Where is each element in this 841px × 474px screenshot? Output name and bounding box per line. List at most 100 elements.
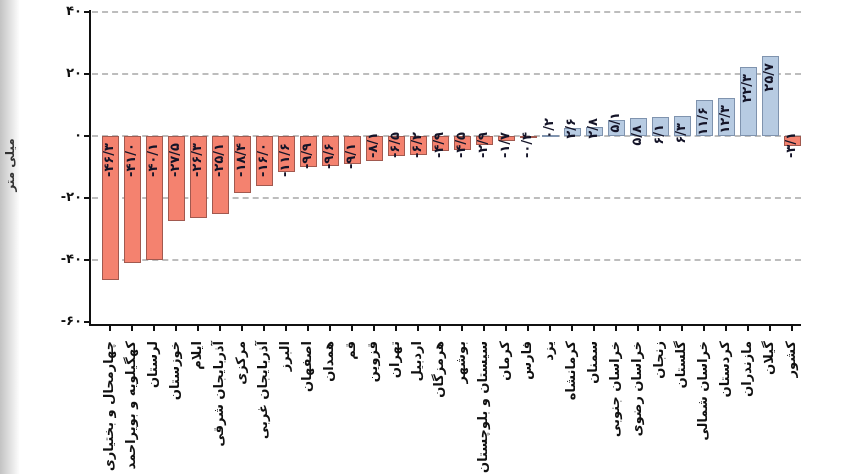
x-axis-tick-mark [571,325,573,331]
x-axis-label-text: سیستان و بلوچستان [476,341,491,473]
x-axis-label-text: چهارمحال و بختیاری [102,341,117,472]
x-axis-label-text: همدان [322,341,337,382]
gridline [92,197,801,199]
x-axis-label-text: مازندران [740,341,755,397]
bar-value-text: -۲۵/۱ [212,143,227,177]
bar-value-text: -۹/۱ [344,143,359,170]
bar-value-text: -۴۰/۱ [146,143,161,177]
x-axis-label-text: قزوین [366,341,381,383]
x-axis-tick-mark [791,325,793,331]
bar [541,135,559,138]
x-axis-label-text: فارس [520,341,535,380]
bar [563,127,581,136]
bar-value-text: -۴۶/۳ [102,143,117,177]
bar [475,136,493,145]
bar-value-text: ۱۲/۳ [718,104,733,134]
y-axis-title: میلی متر [3,138,17,192]
bar [167,136,185,222]
bar [365,136,383,162]
bar-value-text: -۱۸/۴ [234,143,249,177]
y-axis-tick-label: ۴۰ [66,4,82,19]
x-axis-label-text: یزد [542,341,557,361]
y-axis-tick-label: -۲۰ [60,190,82,205]
bar [783,136,801,146]
bar-value-text: -۲/۹ [476,132,491,159]
bar [453,136,471,150]
bar-value-text: -۱/۷ [498,132,513,159]
x-axis-tick-mark [703,325,705,331]
bar-value-text: ۰/۲ [542,118,557,139]
x-axis-label-text: کردستان [718,341,733,398]
bar [101,136,119,280]
x-axis-tick-mark [197,325,199,331]
y-axis-tick-label: -۶۰ [60,314,82,329]
y-axis-tick-label: ۰ [74,128,82,143]
y-axis-tick-label: ۲۰ [66,66,82,81]
bar [651,117,669,136]
y-axis-tick-mark [84,11,90,13]
x-axis-tick-mark [131,325,133,331]
x-axis-line [89,324,801,326]
x-axis-label-text: ایلام [190,341,205,370]
gridline [92,11,801,13]
bar-value-text: -۸/۱ [366,132,381,159]
y-axis-line [89,10,91,325]
bar-value-text: ۲/۸ [586,118,601,139]
bar-value-text: -۱۶/۰ [256,143,271,177]
x-axis-tick-mark [637,325,639,331]
bar-value-text: ۵/۸ [630,125,645,146]
bar [123,136,141,264]
bar-value-text: -۰/۴ [520,132,535,159]
bar-value-text: ۵/۱ [608,112,623,133]
x-axis-tick-mark [461,325,463,331]
bar-value-text: ۶/۱ [652,124,667,145]
x-axis-label-text: البرز [278,341,293,372]
scan-shadow [0,0,20,474]
bar-value-text: -۴۱/۰ [124,143,139,177]
y-axis-tick-mark [84,259,90,261]
bar [233,136,251,194]
bar-value-text: -۹/۶ [322,143,337,170]
bar-value-text: -۱۱/۶ [278,143,293,177]
gridline [92,73,801,75]
gridline [92,259,801,261]
bar [739,66,757,136]
bar [717,97,735,136]
x-axis-label-text: تهران [388,341,403,379]
y-axis-tick-label: -۴۰ [60,252,82,267]
bar [431,136,449,152]
x-axis-label-text: آذربایجان غربی [256,341,271,440]
x-axis-label-text: کرمانشاه [564,341,579,401]
bar [321,136,339,166]
x-axis-label-text: سمنان [586,341,601,384]
bar-value-text: -۳/۱ [784,132,799,159]
x-axis-tick-mark [395,325,397,331]
y-axis-tick-mark [84,73,90,75]
x-axis-label-text: قم [344,341,359,360]
x-axis-tick-mark [153,325,155,331]
x-axis-label-text: خراسان شمالی [696,341,711,441]
x-axis-label-text: لرستان [146,341,161,389]
bar [277,136,295,172]
bar-value-text: -۶/۵ [388,132,403,159]
bar [189,136,207,218]
bar [255,136,273,186]
x-axis-label-text: آذربایجان شرقی [212,341,227,447]
y-axis-tick-mark [84,197,90,199]
x-axis-tick-mark [615,325,617,331]
x-axis-tick-mark [373,325,375,331]
bar-value-text: -۶/۲ [410,132,425,159]
x-axis-label-text: بوشهر [454,341,469,384]
bar-value-text: ۲۲/۳ [740,73,755,103]
bar-value-text: -۲۶/۳ [190,143,205,177]
bar [607,120,625,136]
x-axis-label-text: کشور [784,341,799,378]
bar [409,136,427,156]
x-axis-tick-mark [483,325,485,331]
x-axis-label-text: گلستان [674,341,689,389]
bar [211,136,229,214]
bar-value-text: -۴/۹ [432,132,447,159]
bar [299,136,317,167]
x-axis-tick-mark [505,325,507,331]
bar-value-text: ۱۱/۶ [696,107,711,136]
